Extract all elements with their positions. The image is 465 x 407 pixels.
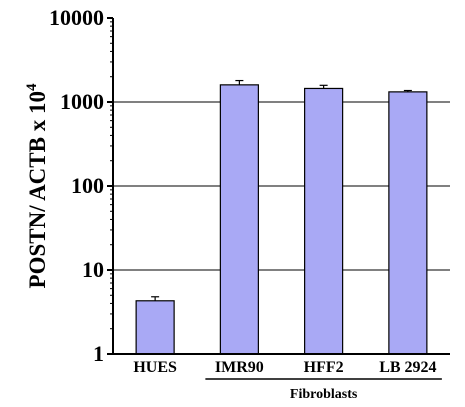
bar-hff2 — [304, 87, 344, 355]
bar-hues — [135, 300, 175, 355]
axes — [112, 18, 450, 355]
y-axis-ticks: 1 10 100 1000 10000 — [49, 5, 113, 366]
x-tick-label: HUES — [133, 359, 177, 376]
x-tick-label: IMR90 — [215, 359, 264, 376]
y-tick-label: 100 — [71, 173, 104, 198]
y-axis-label: POSTN/ ACTB x 104 — [24, 83, 50, 288]
y-axis-label-text: POSTN/ ACTB x 10 — [25, 91, 50, 288]
x-axis-labels: HUES IMR90 HFF2 LB 2924 — [133, 359, 436, 376]
y-tick-label: 10 — [82, 257, 104, 282]
y-axis-label-exponent: 4 — [24, 83, 40, 91]
x-tick-label: LB 2924 — [379, 359, 436, 376]
y-tick-label: 1 — [93, 341, 104, 366]
group-label-fibroblasts: Fibroblasts — [290, 387, 358, 402]
bar-lb-2924 — [388, 91, 428, 355]
y-tick-label: 1000 — [60, 89, 104, 114]
x-tick-label: HFF2 — [304, 359, 344, 376]
bars — [135, 79, 428, 355]
bar-imr90 — [219, 84, 259, 355]
y-tick-label: 10000 — [49, 5, 104, 30]
